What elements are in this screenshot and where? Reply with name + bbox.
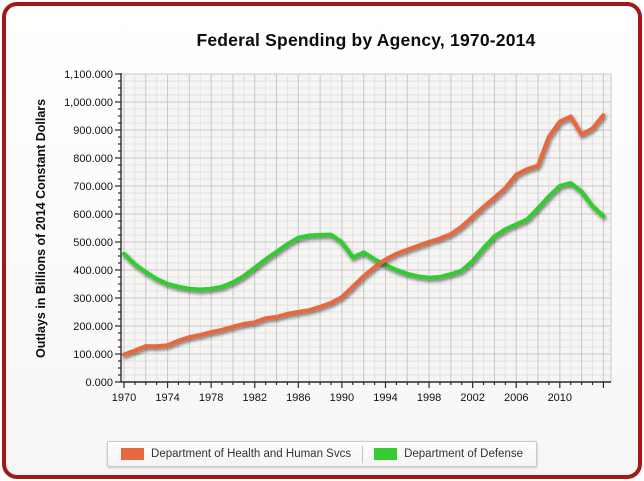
axis-tick-labels: 0.000 100.000 200.000 300.000 400.000 500.000… (64, 69, 572, 404)
gridlines (121, 73, 612, 382)
y-tick-label: 900.000 (73, 125, 113, 137)
y-tick-label: 200.000 (73, 321, 113, 333)
y-tick-label: 0.000 (85, 377, 113, 389)
y-tick-label: 700.000 (73, 181, 113, 193)
y-tick-label: 400.000 (73, 265, 113, 277)
defense-color-swatch (374, 448, 398, 460)
legend-item-defense: Department of Defense (374, 448, 523, 460)
chart-legend: Department of Health and Human Svcs Depa… (107, 441, 537, 467)
y-tick-label: 1,000.000 (64, 97, 113, 109)
x-tick-label: 2010 (548, 392, 572, 404)
hhs-color-swatch (121, 448, 145, 460)
x-tick-label: 1994 (373, 392, 397, 404)
series-lines (121, 113, 606, 357)
x-tick-label: 1970 (112, 392, 136, 404)
y-tick-label: 300.000 (73, 293, 113, 305)
x-tick-label: 1978 (199, 392, 223, 404)
y-tick-label: 500.000 (73, 237, 113, 249)
series-line-hhs (121, 113, 606, 357)
legend-divider (362, 445, 364, 463)
x-tick-label: 2006 (504, 392, 528, 404)
series-line-defense (121, 181, 606, 292)
y-tick-label: 100.000 (73, 349, 113, 361)
y-tick-label: 800.000 (73, 153, 113, 165)
y-tick-label: 600.000 (73, 209, 113, 221)
x-tick-label: 1974 (155, 392, 179, 404)
legend-label-defense: Department of Defense (404, 448, 523, 460)
x-tick-label: 2002 (460, 392, 484, 404)
x-tick-label: 1982 (243, 392, 267, 404)
x-tick-label: 1986 (286, 392, 310, 404)
legend-label-hhs: Department of Health and Human Svcs (151, 448, 352, 460)
y-tick-label: 1,100.000 (64, 69, 113, 81)
x-tick-label: 1990 (330, 392, 354, 404)
legend-item-hhs: Department of Health and Human Svcs (121, 448, 351, 460)
x-tick-label: 1998 (417, 392, 441, 404)
chart-title: Federal Spending by Agency, 1970-2014 (196, 30, 536, 50)
axes (115, 73, 611, 388)
